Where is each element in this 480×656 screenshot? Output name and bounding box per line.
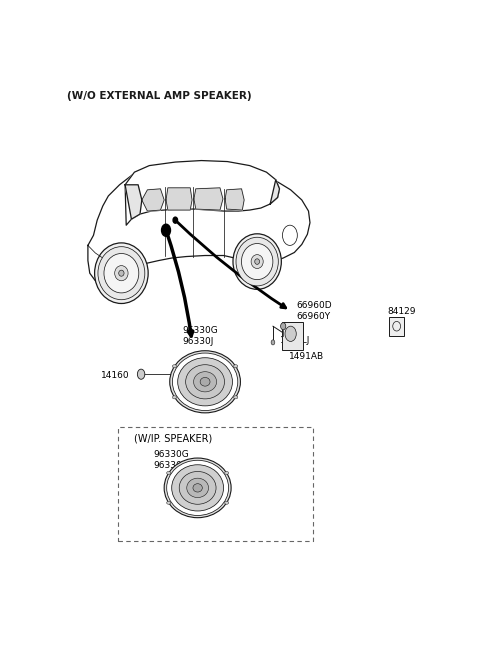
Ellipse shape	[200, 377, 210, 386]
Text: 1249LJ: 1249LJ	[279, 337, 310, 345]
Ellipse shape	[172, 396, 177, 399]
Ellipse shape	[233, 234, 281, 289]
Ellipse shape	[104, 253, 139, 293]
Ellipse shape	[255, 259, 260, 264]
Ellipse shape	[95, 243, 148, 304]
Polygon shape	[125, 185, 142, 219]
Polygon shape	[166, 188, 192, 210]
Ellipse shape	[170, 351, 240, 413]
Ellipse shape	[225, 472, 228, 474]
Text: 1491AB: 1491AB	[289, 352, 324, 361]
Ellipse shape	[115, 266, 128, 281]
Ellipse shape	[179, 472, 216, 504]
Ellipse shape	[164, 458, 231, 518]
Text: 96330G
96330J: 96330G 96330J	[153, 450, 189, 470]
Bar	[282, 323, 303, 350]
Ellipse shape	[172, 353, 238, 411]
Ellipse shape	[98, 247, 145, 300]
Text: (W/IP. SPEAKER): (W/IP. SPEAKER)	[134, 434, 213, 443]
Text: 14160: 14160	[101, 371, 130, 380]
Ellipse shape	[172, 464, 224, 511]
Polygon shape	[225, 189, 244, 210]
Ellipse shape	[167, 501, 171, 504]
Ellipse shape	[193, 483, 203, 492]
Bar	[118, 427, 313, 541]
Circle shape	[173, 217, 178, 223]
Ellipse shape	[167, 461, 228, 516]
Circle shape	[281, 323, 286, 330]
Ellipse shape	[119, 270, 124, 276]
Ellipse shape	[187, 478, 208, 497]
Ellipse shape	[186, 365, 225, 399]
Ellipse shape	[241, 243, 273, 279]
Circle shape	[137, 369, 145, 379]
Polygon shape	[142, 189, 164, 211]
Polygon shape	[125, 161, 279, 225]
Ellipse shape	[234, 365, 238, 368]
Text: 66960D
66960Y: 66960D 66960Y	[296, 301, 332, 321]
Ellipse shape	[225, 501, 228, 504]
Text: 84129: 84129	[387, 307, 416, 316]
Circle shape	[162, 224, 170, 236]
Ellipse shape	[193, 372, 216, 392]
Ellipse shape	[234, 396, 238, 399]
Text: (W/O EXTERNAL AMP SPEAKER): (W/O EXTERNAL AMP SPEAKER)	[67, 91, 252, 101]
Circle shape	[271, 340, 275, 345]
Ellipse shape	[285, 326, 296, 341]
Ellipse shape	[236, 237, 278, 286]
Text: 96330G
96330J: 96330G 96330J	[183, 326, 218, 346]
Ellipse shape	[167, 472, 171, 474]
Polygon shape	[270, 180, 279, 204]
Ellipse shape	[251, 255, 263, 268]
Polygon shape	[88, 165, 310, 282]
Ellipse shape	[172, 365, 177, 368]
Polygon shape	[194, 188, 223, 210]
Bar	[389, 317, 405, 336]
Ellipse shape	[178, 358, 232, 406]
